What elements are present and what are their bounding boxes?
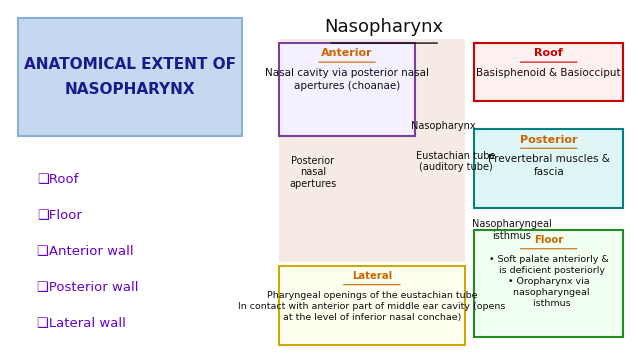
Text: Prevertebral muscles &
fascia: Prevertebral muscles & fascia [487, 154, 610, 177]
FancyBboxPatch shape [279, 39, 465, 262]
Text: • Soft palate anteriorly &
  is deficient posteriorly
• Oropharynx via
  nasopha: • Soft palate anteriorly & is deficient … [489, 255, 609, 308]
Text: Anterior: Anterior [322, 48, 373, 59]
Text: ❑Floor: ❑Floor [37, 209, 82, 222]
FancyBboxPatch shape [474, 43, 623, 101]
Text: Nasopharyngeal
isthmus: Nasopharyngeal isthmus [471, 219, 551, 241]
Text: Nasopharynx: Nasopharynx [411, 121, 475, 131]
Text: Posterior: Posterior [520, 135, 577, 145]
Text: Eustachian tube
(auditory tube): Eustachian tube (auditory tube) [416, 151, 495, 172]
Text: Nasopharynx: Nasopharynx [325, 18, 444, 36]
Text: ❑Roof: ❑Roof [37, 173, 78, 186]
FancyBboxPatch shape [279, 266, 465, 345]
Text: Basisphenoid & Basiocciput: Basisphenoid & Basiocciput [477, 68, 621, 78]
FancyBboxPatch shape [474, 230, 623, 337]
Text: Pharyngeal openings of the eustachian tube
In contact with anterior part of midd: Pharyngeal openings of the eustachian tu… [238, 291, 505, 322]
Text: Lateral: Lateral [352, 271, 392, 281]
Text: Roof: Roof [534, 48, 563, 59]
Text: ❑Anterior wall: ❑Anterior wall [37, 245, 133, 258]
Text: Nasal cavity via posterior nasal
apertures (choanae): Nasal cavity via posterior nasal apertur… [265, 68, 429, 90]
FancyBboxPatch shape [279, 43, 415, 136]
FancyBboxPatch shape [474, 129, 623, 208]
Text: Posterior
nasal
apertures: Posterior nasal apertures [289, 156, 337, 189]
Text: ❑Lateral wall: ❑Lateral wall [37, 317, 126, 330]
Text: ANATOMICAL EXTENT OF
NASOPHARYNX: ANATOMICAL EXTENT OF NASOPHARYNX [24, 57, 236, 97]
Text: Floor: Floor [534, 235, 563, 245]
FancyBboxPatch shape [19, 18, 242, 136]
Text: ❑Posterior wall: ❑Posterior wall [37, 281, 138, 294]
